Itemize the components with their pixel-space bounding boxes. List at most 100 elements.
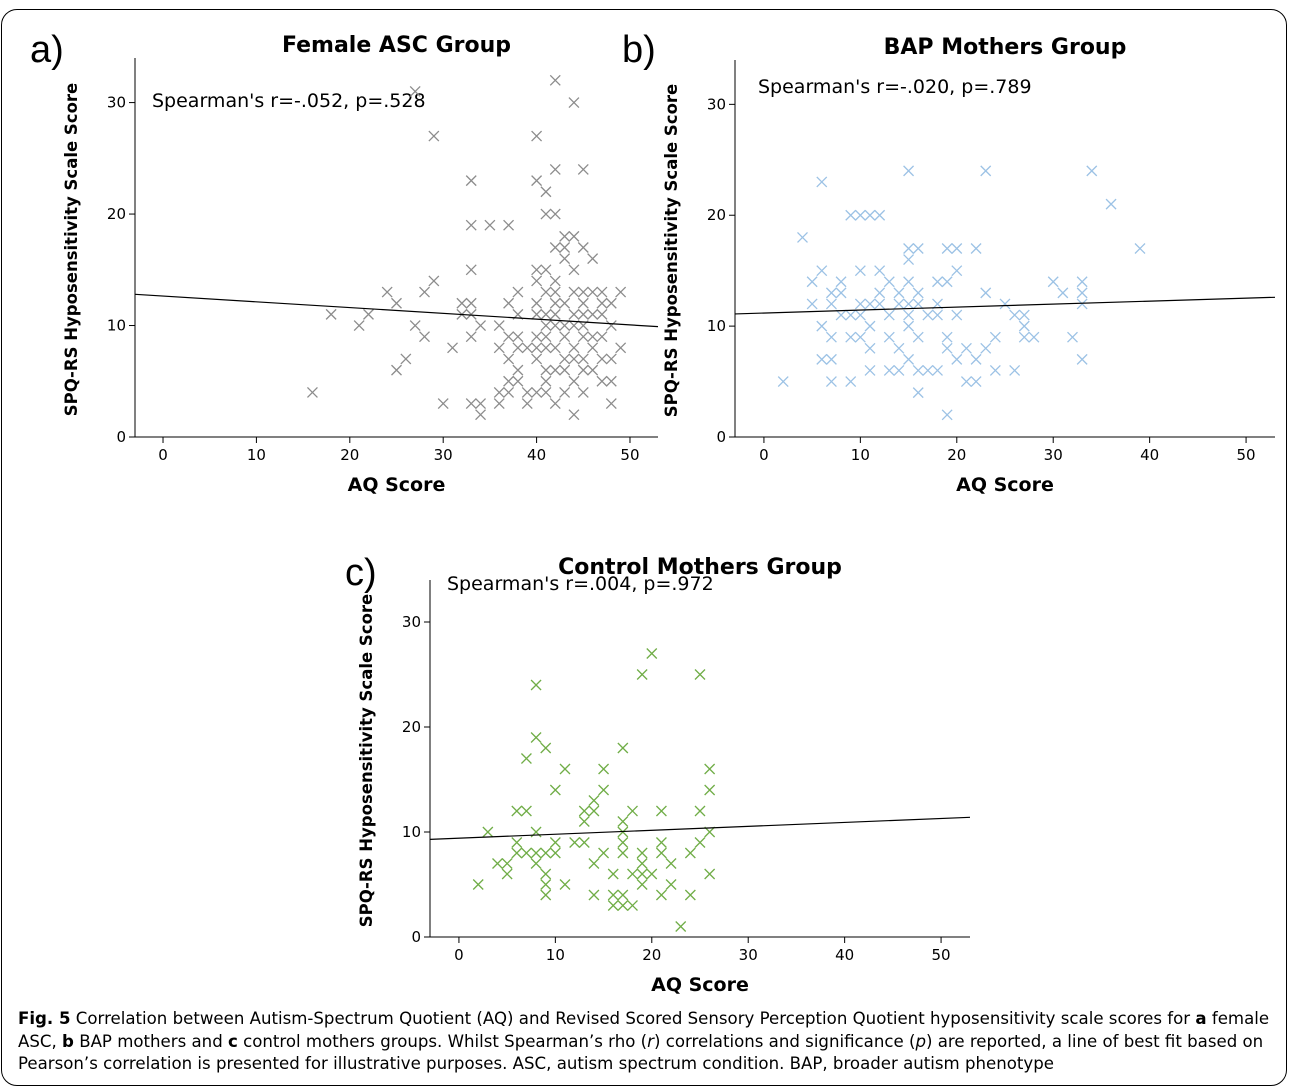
data-point-5	[816, 265, 828, 277]
x-axis-label: AQ Score	[651, 974, 749, 996]
data-point-29	[578, 837, 590, 848]
data-point-10	[825, 331, 837, 343]
data-point-4	[381, 286, 393, 298]
data-point-30	[874, 209, 886, 221]
chart-title: BAP Mothers Group	[884, 35, 1127, 60]
data-point-48	[531, 130, 543, 142]
data-point-31	[874, 265, 886, 277]
data-point-36	[883, 331, 895, 343]
data-point-114	[587, 342, 599, 354]
data-point-78	[549, 342, 561, 354]
data-point-28	[484, 219, 496, 231]
data-point-72	[960, 376, 972, 388]
data-point-65	[941, 342, 953, 354]
data-point-85	[559, 320, 571, 331]
x-tick-label: 20	[642, 946, 661, 964]
data-point-44	[617, 847, 629, 859]
data-point-66	[540, 364, 552, 376]
data-point-36	[598, 847, 610, 859]
data-point-14	[835, 287, 847, 299]
data-point-124	[605, 353, 617, 365]
data-points	[777, 165, 1146, 421]
data-point-88	[1047, 276, 1059, 288]
data-point-53	[636, 868, 648, 880]
data-point-22	[549, 837, 561, 848]
data-point-45	[521, 342, 533, 354]
data-point-10	[520, 847, 532, 859]
data-point-63	[941, 276, 953, 288]
data-point-110	[587, 253, 599, 265]
data-point-52	[531, 297, 543, 309]
data-point-68	[951, 265, 963, 277]
data-point-38	[607, 889, 619, 901]
data-point-87	[559, 353, 571, 365]
data-point-61	[665, 858, 677, 869]
data-point-24	[465, 398, 477, 410]
data-point-26	[864, 298, 876, 310]
data-point-46	[521, 386, 533, 398]
data-point-94	[568, 308, 580, 320]
data-point-1	[325, 308, 337, 320]
data-point-51	[912, 287, 924, 299]
data-point-21	[854, 265, 866, 277]
y-axis-label: SPQ-RS Hyposensitivity Scale Score	[357, 594, 376, 928]
data-point-4	[501, 868, 513, 880]
y-tick-label: 20	[402, 718, 421, 736]
data-point-11	[419, 286, 430, 298]
data-point-33	[874, 298, 886, 310]
data-point-91	[1076, 276, 1088, 288]
data-point-10	[419, 331, 430, 343]
data-point-84	[1018, 309, 1030, 321]
data-point-59	[540, 208, 552, 220]
data-point-85	[1018, 320, 1030, 332]
data-point-24	[854, 331, 866, 343]
panel-letter: c)	[345, 552, 377, 594]
data-point-64	[941, 331, 953, 343]
data-point-2	[353, 320, 365, 331]
data-point-0	[472, 879, 484, 890]
data-point-86	[559, 331, 571, 343]
data-point-70	[951, 353, 963, 365]
x-tick-label: 0	[454, 946, 464, 964]
data-point-55	[912, 387, 924, 399]
data-point-115	[587, 364, 599, 376]
data-point-31	[493, 386, 505, 398]
data-point-11	[825, 353, 837, 365]
data-point-120	[596, 353, 608, 365]
data-point-68	[540, 386, 552, 398]
data-point-42	[512, 342, 524, 354]
data-point-9	[520, 805, 532, 817]
data-point-69	[951, 309, 963, 321]
data-point-67	[694, 805, 706, 817]
data-point-25	[475, 320, 487, 331]
data-point-62	[540, 308, 552, 320]
data-point-84	[559, 297, 571, 309]
data-point-81	[999, 298, 1011, 310]
data-point-43	[617, 837, 629, 848]
data-point-9	[825, 298, 837, 310]
data-point-43	[512, 364, 524, 376]
data-point-17	[845, 309, 857, 321]
data-point-64	[540, 331, 552, 343]
data-point-41	[512, 331, 524, 343]
data-point-20	[854, 209, 866, 221]
data-point-97	[568, 353, 580, 365]
data-point-7	[816, 353, 828, 365]
y-tick-label: 30	[707, 95, 726, 113]
data-point-51	[531, 275, 543, 287]
data-point-39	[893, 298, 905, 310]
data-point-34	[883, 276, 895, 288]
data-point-74	[970, 353, 982, 365]
data-point-93	[1076, 298, 1088, 310]
data-point-38	[893, 287, 905, 299]
x-tick-label: 10	[851, 446, 870, 464]
chart-title: Control Mothers Group	[558, 555, 842, 580]
data-point-13	[835, 276, 847, 288]
data-point-96	[1105, 198, 1117, 210]
caption-label: Fig. 5	[18, 1009, 71, 1028]
data-point-56	[922, 309, 934, 321]
data-point-63	[540, 320, 552, 331]
data-point-27	[475, 409, 487, 421]
y-tick-label: 10	[107, 317, 126, 335]
data-point-31	[588, 805, 600, 817]
